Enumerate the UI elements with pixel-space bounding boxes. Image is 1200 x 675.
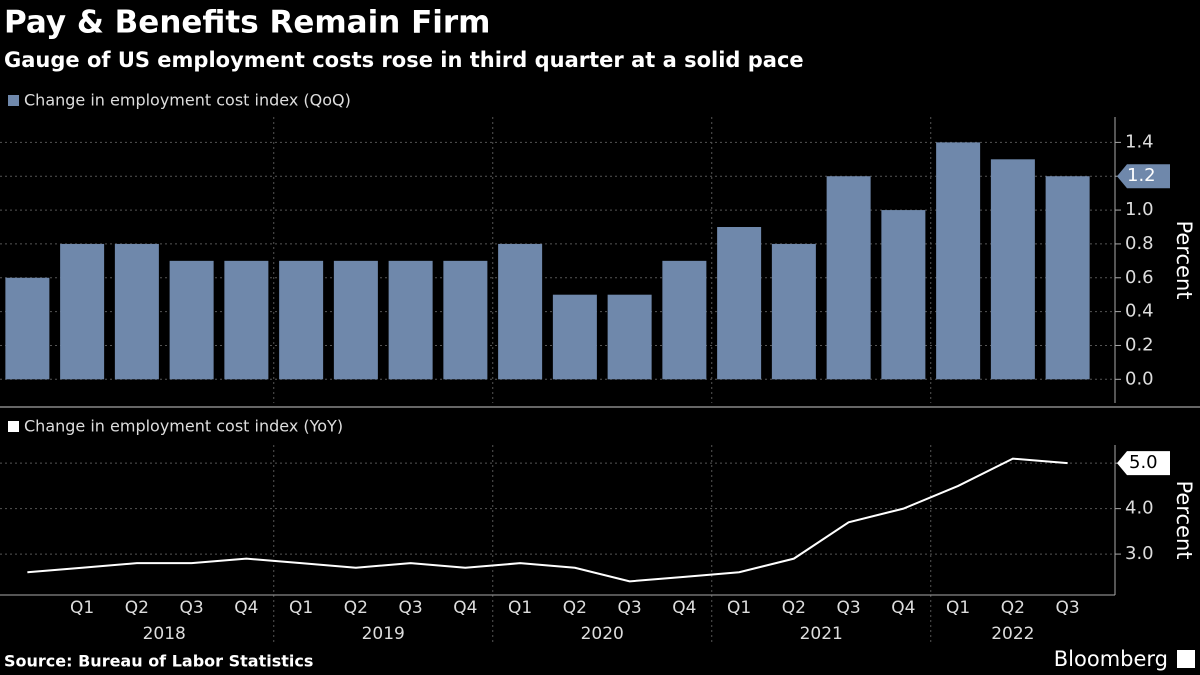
- x-group-label: 2022: [991, 624, 1034, 644]
- y-tick-label: 0.4: [1125, 301, 1154, 322]
- bar: [990, 159, 1035, 380]
- x-tick-label: Q1: [946, 598, 970, 618]
- x-tick-label: Q1: [289, 598, 313, 618]
- y-tick-label: 0.2: [1125, 334, 1154, 355]
- x-tick-label: Q2: [1001, 598, 1025, 618]
- legend-label: Change in employment cost index (YoY): [24, 417, 343, 436]
- y-tick-label: 4.0: [1125, 498, 1154, 519]
- last-value-label: 5.0: [1129, 452, 1158, 473]
- bar: [771, 243, 816, 380]
- bar: [5, 277, 50, 380]
- legend-swatch: [8, 421, 19, 432]
- x-tick-label: Q4: [234, 598, 258, 618]
- x-tick-label: Q4: [891, 598, 915, 618]
- x-group-label: 2021: [800, 624, 843, 644]
- x-tick-label: Q3: [618, 598, 642, 618]
- brand-icon: [1177, 650, 1195, 668]
- y-tick-label: 3.0: [1125, 543, 1154, 564]
- x-group-label: 2019: [362, 624, 405, 644]
- bar: [114, 243, 159, 380]
- bar: [607, 294, 652, 380]
- bar: [936, 142, 981, 380]
- y-tick-label: 0.6: [1125, 267, 1154, 288]
- bar: [717, 227, 762, 380]
- x-group-label: 2020: [581, 624, 624, 644]
- x-tick-label: Q4: [453, 598, 477, 618]
- bar: [552, 294, 597, 380]
- bar: [333, 260, 378, 380]
- bar: [60, 243, 105, 380]
- x-tick-label: Q3: [837, 598, 861, 618]
- bar: [1045, 176, 1090, 380]
- last-value-tag: [1117, 451, 1170, 476]
- bar: [169, 260, 214, 380]
- bar: [826, 176, 871, 380]
- chart-subtitle: Gauge of US employment costs rose in thi…: [4, 48, 804, 72]
- x-tick-label: Q2: [782, 598, 806, 618]
- bar: [881, 210, 926, 380]
- y-tick-label: 1.4: [1125, 131, 1154, 152]
- bar: [224, 260, 269, 380]
- line: [27, 457, 1068, 583]
- x-tick-label: Q2: [344, 598, 368, 618]
- bar: [388, 260, 433, 380]
- y-axis-title: Percent: [1172, 480, 1196, 559]
- x-tick-label: Q2: [125, 598, 149, 618]
- y-tick-label: 1.0: [1125, 199, 1154, 220]
- x-group-label: 2018: [143, 624, 186, 644]
- y-tick-label: 0.8: [1125, 233, 1154, 254]
- brand: Bloomberg: [1054, 647, 1168, 671]
- y-axis-title: Percent: [1172, 220, 1196, 299]
- chart-title: Pay & Benefits Remain Firm: [4, 5, 490, 41]
- bar: [498, 243, 543, 380]
- y-tick-label: 0.0: [1125, 368, 1154, 389]
- x-tick-label: Q3: [1056, 598, 1080, 618]
- last-value-tag: [1117, 164, 1170, 189]
- last-value-label: 1.2: [1127, 165, 1156, 186]
- x-tick-label: Q1: [70, 598, 94, 618]
- source: Source: Bureau of Labor Statistics: [4, 652, 313, 671]
- bar: [443, 260, 488, 380]
- x-tick-label: Q1: [727, 598, 751, 618]
- x-tick-label: Q3: [399, 598, 423, 618]
- bar: [279, 260, 324, 380]
- bar: [662, 260, 707, 380]
- x-tick-label: Q1: [508, 598, 532, 618]
- legend-label: Change in employment cost index (QoQ): [24, 91, 351, 110]
- x-tick-label: Q4: [672, 598, 696, 618]
- legend-swatch: [8, 95, 19, 106]
- x-tick-label: Q2: [563, 598, 587, 618]
- x-tick-label: Q3: [180, 598, 204, 618]
